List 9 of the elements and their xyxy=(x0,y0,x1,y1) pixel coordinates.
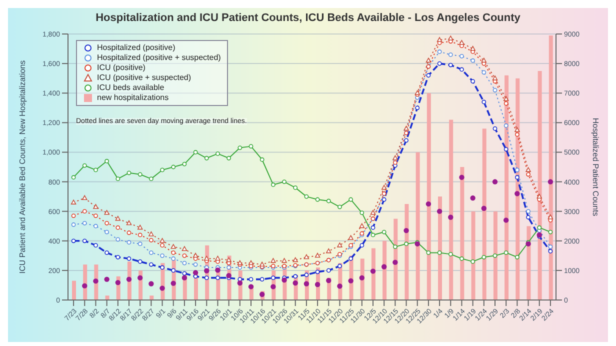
legend-label: ICU beds available xyxy=(97,83,164,93)
legend-label: new hospitalizations xyxy=(97,93,169,103)
y2-axis-title: Hospitalized Patient Counts xyxy=(591,118,600,216)
legend-label: Hospitalized (positive) xyxy=(97,43,176,53)
legend-label: Hospitalized (positive + suspected) xyxy=(97,53,221,63)
chart-title: Hospitalization and ICU Patient Counts, ICU Beds Available - Los Angeles County xyxy=(94,11,522,26)
y-axis-title: ICU Patient and Available Bed Counts, New Hospitalizations xyxy=(18,60,27,274)
legend-label: ICU (positive) xyxy=(97,63,146,73)
legend-label: ICU (positive + suspected) xyxy=(97,73,192,83)
